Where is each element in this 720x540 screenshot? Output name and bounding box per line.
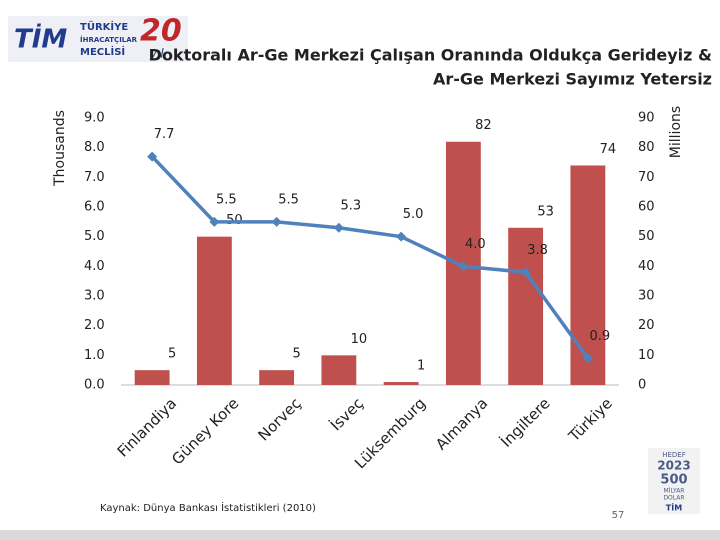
bar (259, 370, 295, 385)
data-label: 5.5 (216, 192, 237, 207)
logo-text: MECLİSİ (80, 44, 125, 58)
source: Kaynak: Dünya Bankası İstatistikleri (20… (100, 501, 316, 514)
logo-badge: 20 (140, 14, 182, 49)
data-label: 5.5 (278, 192, 299, 207)
x-tick-label: İsveç (326, 394, 367, 435)
y-tick-label: 7.0 (84, 170, 105, 185)
y2-tick-label: 40 (638, 259, 655, 274)
chart-title: Doktoralı Ar-Ge Merkezi Çalışan Oranında… (149, 46, 712, 65)
footer-band (0, 530, 720, 540)
line-marker (333, 222, 344, 233)
y-tick-label: 5.0 (84, 229, 105, 244)
target-logo-text: DOLAR (663, 495, 684, 502)
y2-tick-label: 10 (638, 348, 655, 363)
y2-tick-label: 20 (638, 318, 655, 333)
y-tick-label: 4.0 (84, 259, 105, 274)
x-tick-label: İngiltere (496, 394, 553, 451)
target-logo-text: TİM (666, 503, 682, 513)
data-label: 0.9 (590, 329, 611, 344)
data-label: 3.8 (527, 243, 548, 258)
x-tick-label: Norveç (254, 394, 304, 444)
target-logo-text: MİLYAR (664, 488, 685, 495)
x-tick-label: Türkiye (564, 394, 615, 445)
x-tick-label: Güney Kore (168, 394, 242, 468)
page-number: 57 (612, 510, 625, 521)
bar (508, 227, 544, 385)
target-logo-text: 2023 (657, 459, 690, 473)
line-marker (209, 216, 220, 227)
data-label: 5 (168, 347, 176, 362)
y2-tick-label: 30 (638, 289, 655, 304)
y-axis-title: Thousands (52, 110, 68, 187)
logo-bg (8, 16, 188, 62)
line-marker (147, 151, 158, 162)
target-logo-text: HEDEF (662, 451, 686, 459)
target-logo: HEDEF 2023 500 MİLYAR DOLAR TİM (648, 448, 700, 514)
y-tick-label: 2.0 (84, 318, 105, 333)
logo-badge-sub: yıl (149, 47, 164, 61)
data-label: 10 (351, 332, 368, 347)
y-tick-label: 9.0 (84, 111, 105, 126)
logo: TİM TÜRKİYE İHRACATÇILAR MECLİSİ 20 yıl (8, 14, 188, 62)
line-marker (271, 216, 282, 227)
y2-tick-label: 70 (638, 170, 655, 185)
data-label: 5 (292, 347, 300, 362)
line (150, 155, 590, 360)
target-logo-bg (648, 448, 700, 514)
x-tick-label: Almanya (432, 394, 491, 453)
y2-tick-label: 80 (638, 140, 655, 155)
line-marker (582, 353, 593, 364)
x-tick-label: Finlandiya (114, 394, 180, 460)
data-label: 1 (417, 359, 425, 374)
data-label: 82 (475, 118, 492, 133)
data-label: 53 (537, 204, 554, 219)
data-label: 4.0 (465, 237, 486, 252)
bar (134, 370, 170, 385)
y-tick-label: 0.0 (84, 378, 105, 393)
target-logo-text: 500 (660, 473, 687, 488)
bar (570, 165, 606, 385)
y2-tick-label: 60 (638, 200, 655, 215)
logo-mark: TİM (14, 23, 67, 55)
logo-text: TÜRKİYE (80, 19, 128, 33)
y2-tick-label: 50 (638, 229, 655, 244)
bar (383, 382, 419, 385)
logo-text: İHRACATÇILAR (80, 35, 138, 44)
data-label: 7.7 (154, 127, 175, 142)
chart-title: Ar-Ge Merkezi Sayımız Yetersiz (433, 70, 712, 89)
data-label: 74 (600, 142, 617, 157)
data-label: 5.3 (341, 198, 362, 213)
line-marker (396, 231, 407, 242)
bar (321, 355, 357, 385)
y2-tick-label: 90 (638, 111, 655, 126)
y-tick-label: 6.0 (84, 200, 105, 215)
data-label: 5.0 (403, 207, 424, 222)
y-tick-label: 8.0 (84, 140, 105, 155)
line-marker (458, 261, 469, 272)
y2-axis-title: Millions (668, 106, 684, 158)
bar (196, 236, 232, 385)
y-tick-label: 3.0 (84, 289, 105, 304)
y-tick-label: 1.0 (84, 348, 105, 363)
line-marker (520, 267, 531, 278)
y2-tick-label: 0 (638, 378, 646, 393)
